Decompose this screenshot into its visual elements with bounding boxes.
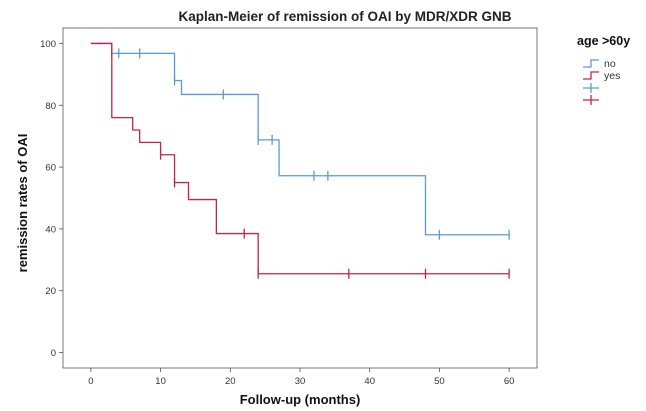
legend-swatch-no — [583, 59, 599, 68]
series-no — [90, 42, 510, 240]
legend-title: age >60y — [577, 34, 630, 48]
survival-curve-yes — [90, 42, 510, 275]
y-axis-title: remission rates of OAI — [15, 134, 30, 273]
series-yes — [90, 42, 510, 279]
x-axis-title: Follow-up (months) — [240, 392, 361, 407]
y-tick-label: 20 — [45, 286, 56, 297]
chart-title: Kaplan-Meier of remission of OAI by MDR/… — [178, 9, 511, 24]
x-tick-label: 30 — [295, 376, 306, 387]
x-tick-label: 50 — [434, 376, 445, 387]
y-tick-label: 80 — [45, 101, 56, 112]
legend-label-no: no — [604, 58, 616, 70]
y-tick-label: 60 — [45, 163, 56, 174]
x-tick-label: 10 — [155, 376, 166, 387]
plot-frame — [62, 27, 538, 369]
y-tick-label: 40 — [45, 224, 56, 235]
legend-swatch-yes — [583, 71, 599, 80]
series-layer — [90, 42, 510, 279]
x-tick-label: 0 — [88, 376, 93, 387]
survival-curve-no — [90, 42, 510, 236]
legend-label-yes: yes — [604, 70, 620, 82]
legend-censor-yes — [583, 95, 599, 105]
x-tick-label: 60 — [504, 376, 515, 387]
x-tick-label: 40 — [364, 376, 375, 387]
y-axis: 0 20 40 60 80 100 — [40, 39, 63, 359]
legend-censor-no — [583, 83, 599, 93]
x-axis: 0 10 20 30 40 50 60 — [88, 368, 514, 387]
y-tick-label: 100 — [40, 39, 56, 50]
y-tick-label: 0 — [51, 348, 56, 359]
x-tick-label: 20 — [225, 376, 236, 387]
